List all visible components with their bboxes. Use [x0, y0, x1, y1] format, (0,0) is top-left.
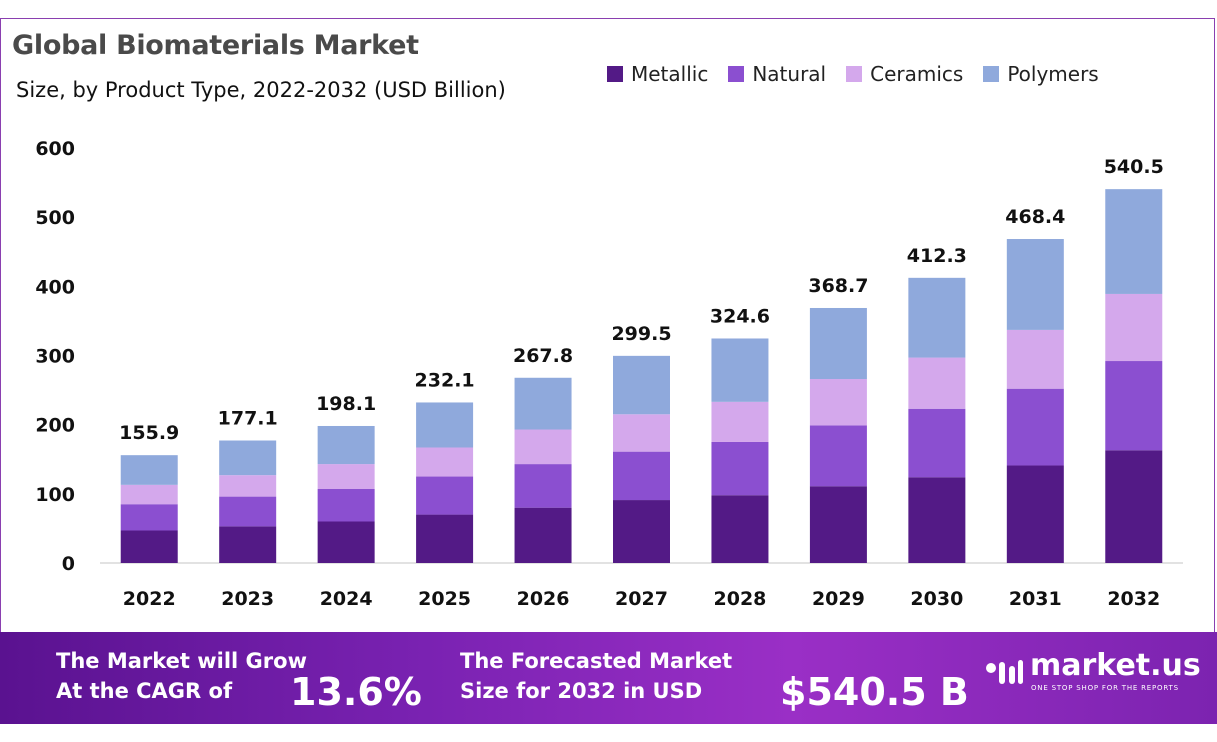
- bar-total-label: 324.6: [710, 305, 770, 327]
- legend-label-natural: Natural: [752, 62, 827, 86]
- legend: Metallic Natural Ceramics Polymers: [607, 62, 1099, 86]
- forecast-text-line1: The Forecasted Market: [460, 649, 733, 673]
- x-tick-label: 2027: [615, 588, 668, 610]
- bar-segment-natural: [809, 425, 867, 487]
- y-tick-label: 300: [35, 346, 75, 368]
- bar-total-label: 368.7: [808, 275, 868, 297]
- market-us-logo-icon: [986, 660, 1023, 684]
- bar-total-label: 468.4: [1005, 206, 1065, 228]
- x-tick-label: 2025: [418, 588, 471, 610]
- legend-label-polymers: Polymers: [1007, 62, 1099, 86]
- x-tick-label: 2029: [812, 588, 865, 610]
- bar-segment-natural: [120, 504, 178, 531]
- bar-total-label: 232.1: [415, 369, 475, 391]
- stacked-bar-chart: 0 100 200 300 400 500 600 155.9 2022 177.1 2023 198…: [35, 138, 1183, 610]
- x-tick-label: 2024: [320, 588, 373, 610]
- brand-tagline: ONE STOP SHOP FOR THE REPORTS: [1031, 684, 1179, 692]
- x-tick-label: 2023: [221, 588, 274, 610]
- bar-segment-ceramics: [908, 357, 966, 409]
- y-tick-label: 0: [62, 553, 75, 575]
- legend-item-metallic: Metallic: [607, 62, 708, 86]
- bar-segment-ceramics: [613, 414, 670, 452]
- bar-segment-natural: [908, 408, 966, 478]
- bar-segment-natural: [1006, 388, 1064, 466]
- bar-segment-ceramics: [317, 464, 375, 489]
- bar-segment-polymers: [219, 440, 277, 476]
- bar-segment-metallic: [711, 495, 769, 563]
- bar-segment-polymers: [120, 455, 178, 485]
- legend-swatch-ceramics: [846, 66, 863, 82]
- x-tick-label: 2030: [910, 588, 963, 610]
- bar-segment-polymers: [416, 402, 474, 448]
- bar-total-label: 412.3: [907, 245, 967, 267]
- y-tick-label: 500: [35, 207, 75, 229]
- chart-title: Global Biomaterials Market: [12, 30, 419, 61]
- chart-subtitle: Size, by Product Type, 2022-2032 (USD Bi…: [16, 78, 506, 102]
- bar-segment-metallic: [1006, 465, 1064, 563]
- y-tick-label: 100: [35, 484, 75, 506]
- bar-total-label: 177.1: [218, 408, 278, 430]
- bar-segment-polymers: [1105, 189, 1163, 294]
- bar-segment-ceramics: [416, 447, 474, 477]
- bar-segment-polymers: [514, 377, 572, 430]
- bar-total-label: 267.8: [513, 345, 573, 367]
- bar-segment-polymers: [317, 425, 375, 465]
- legend-swatch-polymers: [983, 66, 1000, 82]
- brand-name: market.us: [1030, 648, 1201, 683]
- bar-segment-natural: [1105, 361, 1163, 451]
- legend-swatch-natural: [728, 66, 745, 82]
- bar-segment-ceramics: [514, 429, 572, 465]
- bar-segment-polymers: [613, 355, 670, 415]
- x-tick-label: 2031: [1009, 588, 1062, 610]
- bar-total-label: 198.1: [316, 393, 376, 415]
- bar-segment-ceramics: [1006, 329, 1064, 389]
- cagr-text-line2: At the CAGR of: [56, 679, 233, 703]
- bar-segment-metallic: [219, 526, 277, 563]
- y-tick-label: 200: [35, 415, 75, 437]
- bar-segment-natural: [613, 451, 670, 501]
- bar-segment-metallic: [613, 500, 670, 563]
- cagr-text-line1: The Market will Grow: [56, 649, 307, 673]
- legend-item-polymers: Polymers: [983, 62, 1099, 86]
- y-tick-label: 600: [35, 138, 75, 160]
- cagr-value: 13.6%: [290, 670, 422, 714]
- bar-segment-metallic: [1105, 450, 1163, 563]
- bar-segment-metallic: [317, 521, 375, 563]
- bar-segment-ceramics: [1105, 293, 1163, 362]
- x-tick-label: 2022: [123, 588, 176, 610]
- legend-label-metallic: Metallic: [631, 62, 709, 86]
- bar-segment-polymers: [1006, 239, 1064, 330]
- bar-segment-natural: [514, 464, 572, 508]
- bar-segment-natural: [317, 488, 375, 522]
- y-tick-label: 400: [35, 276, 75, 298]
- bar-segment-metallic: [809, 486, 867, 563]
- bar-segment-metallic: [514, 507, 572, 563]
- bar-total-label: 155.9: [119, 422, 179, 444]
- forecast-value: $540.5 B: [780, 670, 969, 714]
- bar-segment-metallic: [416, 514, 474, 563]
- bar-segment-polymers: [908, 277, 966, 358]
- legend-item-natural: Natural: [728, 62, 826, 86]
- bar-segment-ceramics: [809, 379, 867, 426]
- x-tick-label: 2032: [1107, 588, 1160, 610]
- bar-segment-ceramics: [219, 475, 277, 497]
- bar-segment-ceramics: [120, 484, 178, 505]
- legend-item-ceramics: Ceramics: [846, 62, 963, 86]
- bar-segment-ceramics: [711, 401, 769, 442]
- bar-segment-metallic: [120, 530, 178, 563]
- bar-segment-natural: [711, 441, 769, 496]
- bar-segment-polymers: [809, 307, 867, 380]
- bar-segment-natural: [416, 476, 474, 515]
- bar-segment-natural: [219, 496, 277, 527]
- bar-total-label: 540.5: [1104, 156, 1164, 178]
- forecast-text-line2: Size for 2032 in USD: [460, 679, 703, 703]
- legend-label-ceramics: Ceramics: [870, 62, 964, 86]
- legend-swatch-metallic: [607, 66, 623, 82]
- bar-segment-metallic: [908, 477, 966, 563]
- x-tick-label: 2026: [517, 588, 570, 610]
- x-tick-label: 2028: [714, 588, 767, 610]
- bar-total-label: 299.5: [611, 323, 671, 345]
- bar-segment-polymers: [711, 338, 769, 402]
